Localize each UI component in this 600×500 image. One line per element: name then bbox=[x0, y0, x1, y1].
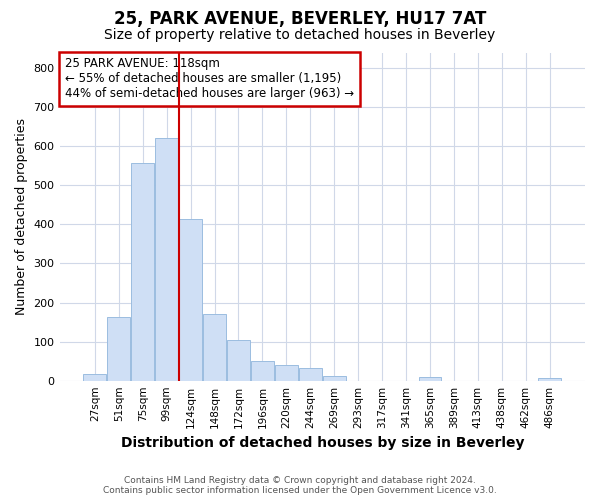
Bar bbox=[155, 138, 178, 380]
Bar bbox=[251, 361, 274, 380]
Text: 25 PARK AVENUE: 118sqm
← 55% of detached houses are smaller (1,195)
44% of semi-: 25 PARK AVENUE: 118sqm ← 55% of detached… bbox=[65, 58, 354, 100]
Text: Size of property relative to detached houses in Beverley: Size of property relative to detached ho… bbox=[104, 28, 496, 42]
Y-axis label: Number of detached properties: Number of detached properties bbox=[15, 118, 28, 315]
Bar bbox=[275, 365, 298, 380]
Text: Contains HM Land Registry data © Crown copyright and database right 2024.
Contai: Contains HM Land Registry data © Crown c… bbox=[103, 476, 497, 495]
Bar bbox=[203, 314, 226, 380]
Bar bbox=[83, 374, 106, 380]
X-axis label: Distribution of detached houses by size in Beverley: Distribution of detached houses by size … bbox=[121, 436, 524, 450]
Bar bbox=[419, 377, 442, 380]
Bar bbox=[538, 378, 561, 380]
Bar bbox=[227, 340, 250, 380]
Bar bbox=[107, 317, 130, 380]
Bar bbox=[323, 376, 346, 380]
Text: 25, PARK AVENUE, BEVERLEY, HU17 7AT: 25, PARK AVENUE, BEVERLEY, HU17 7AT bbox=[114, 10, 486, 28]
Bar bbox=[299, 368, 322, 380]
Bar bbox=[179, 220, 202, 380]
Bar bbox=[131, 162, 154, 380]
